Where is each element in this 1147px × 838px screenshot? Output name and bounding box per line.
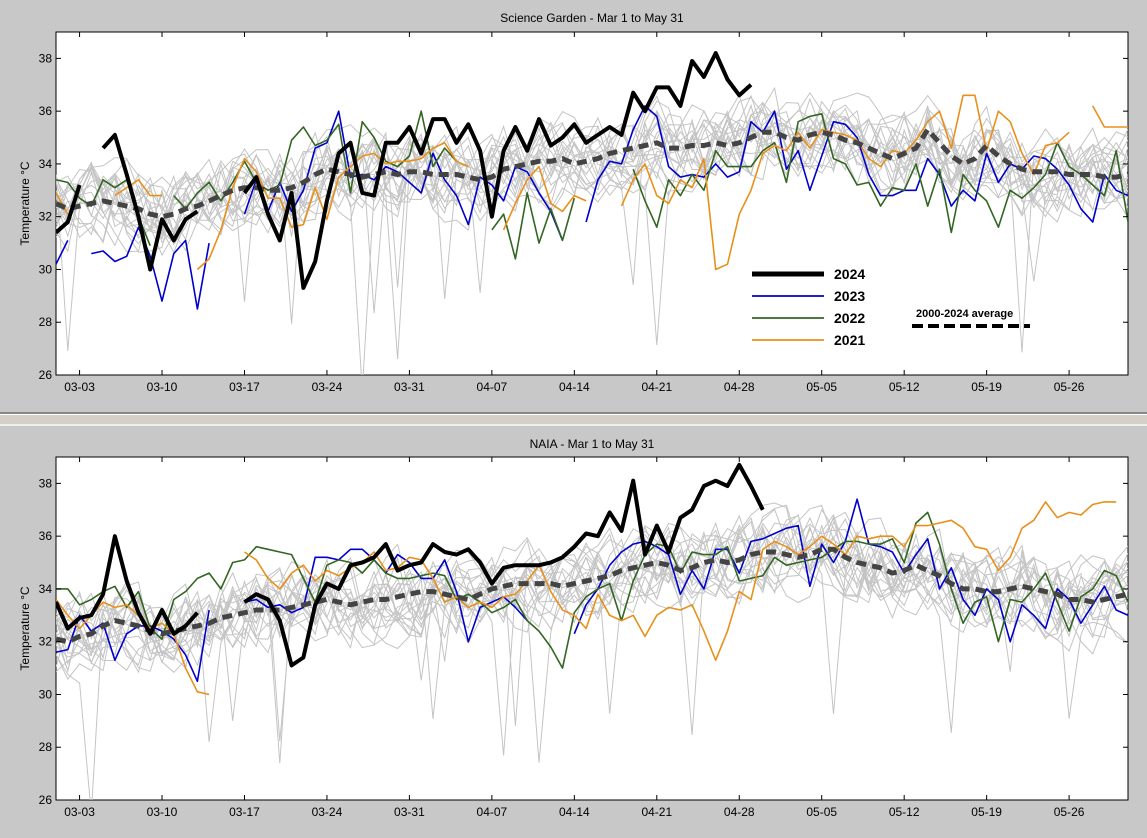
chart-science-garden: Science Garden - Mar 1 to May 31 26 28 30 32… [18, 11, 1129, 394]
x-tick-label: 05-05 [806, 380, 837, 394]
historical-year-trace [56, 114, 1128, 236]
x-tick-label: 03-03 [64, 805, 95, 819]
chart-panel-science-garden: Science Garden - Mar 1 to May 31 26 28 30 32… [0, 0, 1147, 414]
x-tick-label: 03-17 [229, 805, 260, 819]
historical-year-trace [56, 514, 1128, 715]
series-line-2000-2024-average [56, 546, 1128, 645]
series-line-2022 [56, 110, 1128, 260]
y-tick-label: 36 [39, 529, 53, 543]
historical-year-trace [56, 108, 1128, 253]
historical-year-trace [56, 104, 1128, 237]
y-tick-label: 34 [39, 157, 53, 171]
chart-naia: NAIA - Mar 1 to May 31 26 28 30 32 34 36 38 03-0… [18, 437, 1129, 819]
historical-year-trace [56, 523, 1128, 673]
chart-title: NAIA - Mar 1 to May 31 [530, 437, 655, 451]
x-tick-label: 04-07 [477, 805, 508, 819]
x-tick-label: 04-14 [559, 380, 590, 394]
plot-lines [56, 51, 1128, 375]
series-line-2024 [56, 462, 765, 668]
y-tick-label: 26 [39, 368, 53, 382]
y-tick-label: 30 [39, 262, 53, 276]
historical-year-trace [56, 114, 1128, 293]
x-tick-label: 05-19 [971, 805, 1002, 819]
x-tick-label: 04-28 [724, 805, 755, 819]
y-tick-label: 32 [39, 210, 53, 224]
historical-year-trace [56, 94, 1128, 228]
x-tick-label: 03-03 [64, 380, 95, 394]
x-tick-label: 04-21 [641, 805, 672, 819]
legend-label-average: 2000-2024 average [916, 308, 1013, 320]
x-tick-label: 04-07 [477, 380, 508, 394]
legend-label: 2021 [834, 332, 865, 348]
y-axis-label: Temperature °C [18, 161, 32, 245]
x-tick-label: 04-28 [724, 380, 755, 394]
x-tick-label: 05-12 [889, 805, 920, 819]
y-tick-label: 36 [39, 104, 53, 118]
y-tick-label: 28 [39, 740, 53, 754]
series-line-2024 [56, 51, 753, 290]
y-tick-label: 30 [39, 687, 53, 701]
plot-lines [56, 462, 1128, 800]
historical-year-trace [56, 527, 1128, 756]
x-tick-label: 04-21 [641, 380, 672, 394]
x-tick-label: 05-26 [1054, 805, 1085, 819]
legend-label: 2024 [834, 266, 865, 282]
x-tick-label: 03-31 [394, 805, 425, 819]
x-tick-label: 03-17 [229, 380, 260, 394]
series-line-2021 [56, 501, 1117, 696]
legend-label: 2023 [834, 288, 865, 304]
x-tick-label: 03-10 [147, 805, 178, 819]
series-line-2023 [56, 105, 1128, 310]
chart-title: Science Garden - Mar 1 to May 31 [500, 11, 684, 25]
x-tick-label: 04-14 [559, 805, 590, 819]
y-tick-label: 34 [39, 582, 53, 596]
plot-area [55, 456, 1129, 801]
legend-label: 2022 [834, 310, 865, 326]
y-tick-label: 32 [39, 635, 53, 649]
historical-year-trace [56, 102, 1128, 238]
x-tick-label: 03-24 [312, 380, 343, 394]
y-tick-label: 28 [39, 315, 53, 329]
x-tick-label: 05-05 [806, 805, 837, 819]
y-tick-label: 26 [39, 793, 53, 807]
x-tick-label: 03-24 [312, 805, 343, 819]
x-tick-label: 03-31 [394, 380, 425, 394]
chart-panel-naia: NAIA - Mar 1 to May 31 26 28 30 32 34 36 38 03-0… [0, 424, 1147, 838]
x-tick-label: 05-19 [971, 380, 1002, 394]
historical-year-trace [56, 508, 1128, 764]
historical-year-trace [56, 504, 1128, 669]
historical-year-trace [56, 101, 1128, 288]
legend: 2024 2023 2022 2021 2000-2024 average [752, 266, 1030, 348]
x-tick-label: 03-10 [147, 380, 178, 394]
x-tick-label: 05-12 [889, 380, 920, 394]
historical-year-trace [56, 91, 1128, 237]
historical-year-trace [56, 109, 1128, 238]
y-tick-label: 38 [39, 51, 53, 65]
y-axis-label: Temperature °C [18, 586, 32, 670]
x-tick-label: 05-26 [1054, 380, 1085, 394]
y-tick-label: 38 [39, 476, 53, 490]
historical-year-trace [56, 524, 1128, 673]
historical-year-trace [56, 513, 1128, 664]
